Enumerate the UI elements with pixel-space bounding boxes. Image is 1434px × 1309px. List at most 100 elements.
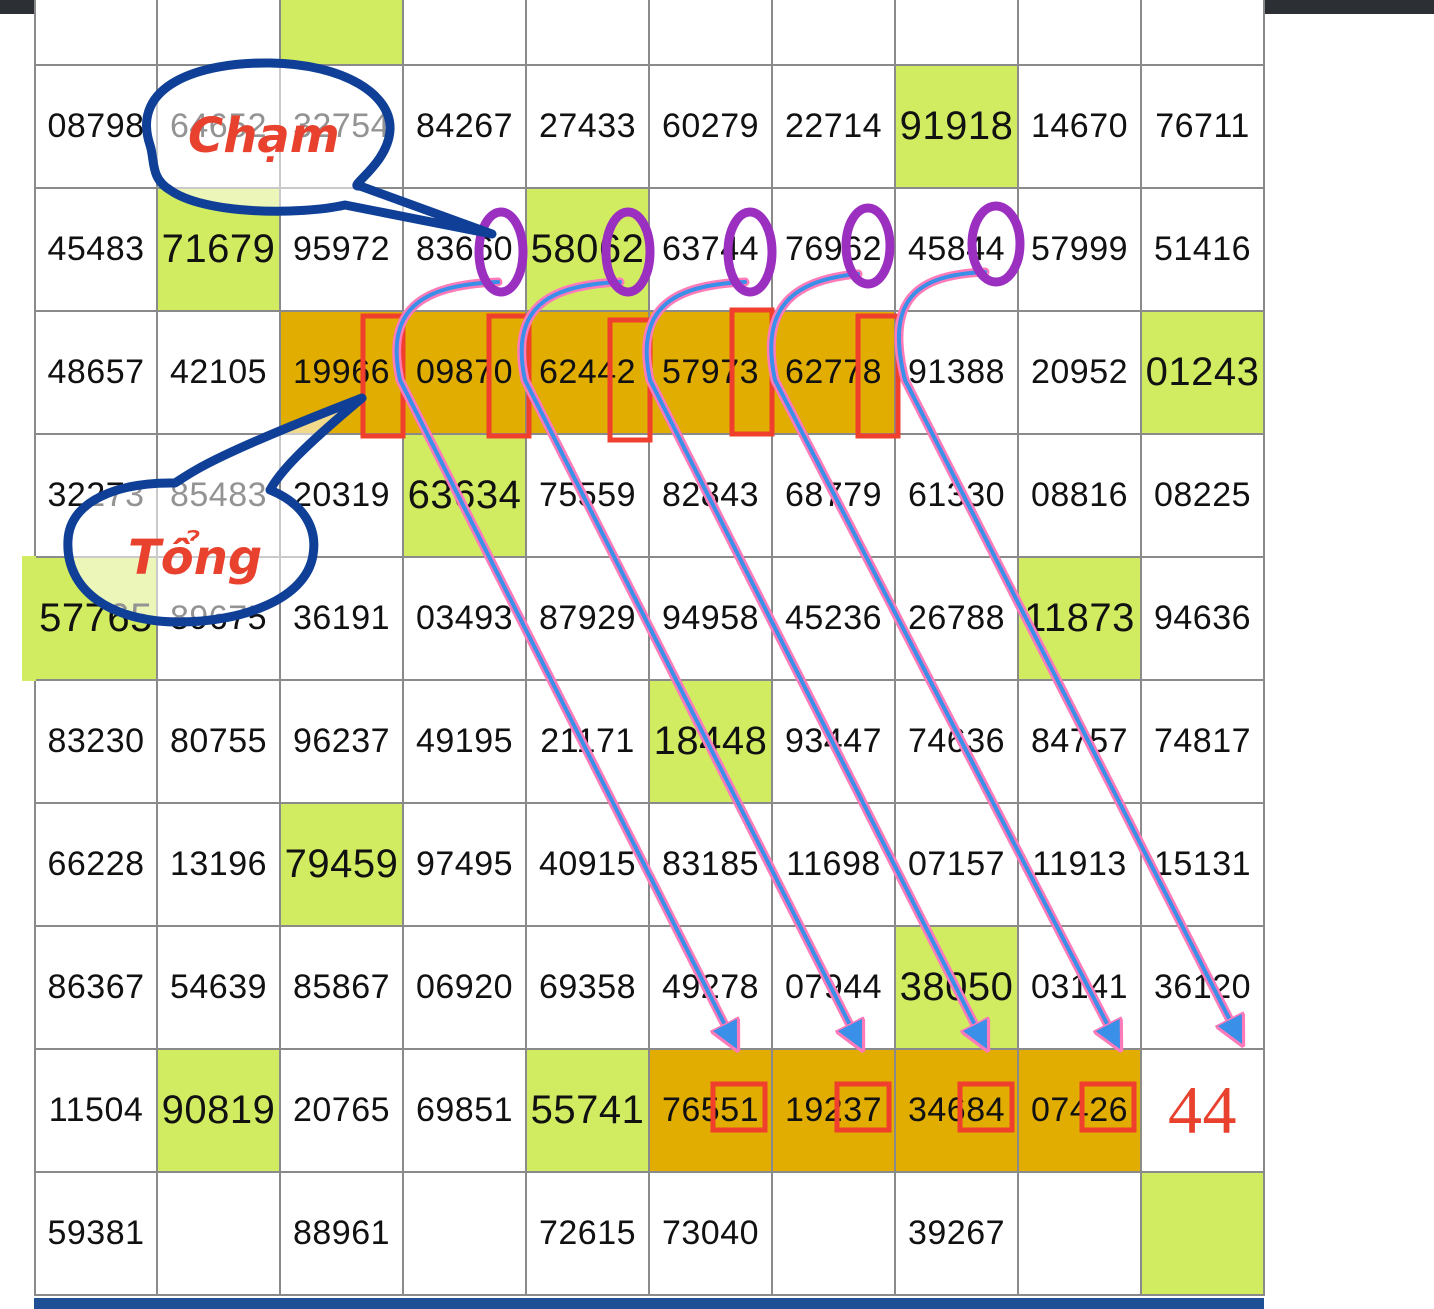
result-number: 19237 (784, 1091, 883, 1129)
result-number: 63744 (661, 230, 760, 268)
result-cell (648, 0, 773, 66)
result-cell: 11504 (34, 1048, 158, 1173)
result-number: 01243 (1145, 350, 1260, 394)
result-number: 09870 (415, 353, 514, 391)
result-cell: 03141 (1017, 925, 1142, 1050)
result-cell: 94636 (1140, 556, 1265, 681)
result-cell (771, 0, 896, 66)
result-cell: 83230 (34, 679, 158, 804)
result-number: 72615 (538, 1214, 637, 1252)
result-cell: 85867 (279, 925, 404, 1050)
result-cell (1017, 0, 1142, 66)
result-cell: 72615 (525, 1171, 650, 1296)
result-cell: 27433 (525, 64, 650, 189)
result-number: 11698 (786, 845, 881, 883)
result-cell: 54639 (156, 925, 281, 1050)
result-number: 32754 (292, 107, 391, 145)
result-cell: 91918 (894, 64, 1019, 189)
result-cell: 57765 (34, 556, 158, 681)
result-cell: 08816 (1017, 433, 1142, 558)
result-number: 69851 (415, 1091, 514, 1129)
result-number: 85483 (169, 476, 268, 514)
forecast-cell: 44 (1140, 1048, 1265, 1173)
result-number: 57999 (1030, 230, 1129, 268)
result-number: 61330 (907, 476, 1006, 514)
result-cell: 75559 (525, 433, 650, 558)
result-number: 86367 (47, 968, 145, 1006)
result-number: 57973 (661, 353, 760, 391)
result-number: 49195 (415, 722, 514, 760)
result-cell: 74636 (894, 679, 1019, 804)
result-cell: 83185 (648, 802, 773, 927)
result-cell: 64652 (156, 64, 281, 189)
result-number: 07157 (907, 845, 1006, 883)
result-number: 93447 (784, 722, 883, 760)
result-cell: 61330 (894, 433, 1019, 558)
result-cell: 85483 (156, 433, 281, 558)
result-cell: 40915 (525, 802, 650, 927)
result-cell (156, 0, 281, 66)
result-number: 34684 (907, 1091, 1006, 1129)
result-cell: 59381 (34, 1171, 158, 1296)
result-cell (525, 0, 650, 66)
result-number: 11504 (48, 1091, 144, 1129)
result-cell (156, 1171, 281, 1296)
result-cell: 32754 (279, 64, 404, 189)
result-number: 07944 (784, 968, 883, 1006)
result-number: 55741 (530, 1088, 645, 1132)
result-number: 83660 (415, 230, 514, 268)
result-number: 26788 (907, 599, 1006, 637)
result-cell: 57999 (1017, 187, 1142, 312)
result-number: 87929 (538, 599, 637, 637)
result-cell: 20319 (279, 433, 404, 558)
result-number: 74636 (907, 722, 1006, 760)
result-number: 83230 (47, 722, 145, 760)
result-cell: 62442 (525, 310, 650, 435)
result-number: 15131 (1153, 845, 1252, 883)
result-number: 91388 (907, 353, 1006, 391)
result-number: 39267 (907, 1214, 1006, 1252)
result-number: 83185 (661, 845, 760, 883)
result-cell: 32273 (34, 433, 158, 558)
result-cell: 11913 (1017, 802, 1142, 927)
result-cell: 48657 (34, 310, 158, 435)
result-number: 84757 (1030, 722, 1129, 760)
result-number: 96237 (292, 722, 391, 760)
result-cell (1140, 0, 1265, 66)
result-cell: 20765 (279, 1048, 404, 1173)
result-cell (1140, 1171, 1265, 1296)
result-cell: 84267 (402, 64, 527, 189)
result-cell: 49278 (648, 925, 773, 1050)
result-number: 94636 (1153, 599, 1252, 637)
result-number: 57765 (39, 596, 153, 640)
result-cell: 76711 (1140, 64, 1265, 189)
result-cell: 86367 (34, 925, 158, 1050)
result-cell: 45236 (771, 556, 896, 681)
result-number: 06920 (415, 968, 514, 1006)
result-cell: 76551 (648, 1048, 773, 1173)
result-number: 20765 (292, 1091, 391, 1129)
result-cell: 76962 (771, 187, 896, 312)
result-cell: 79459 (279, 802, 404, 927)
result-number: 76711 (1155, 107, 1250, 145)
result-number: 95972 (292, 230, 391, 268)
result-number: 54639 (169, 968, 268, 1006)
result-number: 74817 (1153, 722, 1252, 760)
result-number: 27433 (538, 107, 637, 145)
result-number: 45483 (47, 230, 145, 268)
result-number: 79459 (284, 842, 399, 886)
result-number: 40915 (538, 845, 637, 883)
result-cell: 19237 (771, 1048, 896, 1173)
result-cell: 11698 (771, 802, 896, 927)
result-cell: 94958 (648, 556, 773, 681)
result-cell: 51416 (1140, 187, 1265, 312)
result-number: 60279 (661, 107, 760, 145)
result-number: 59381 (47, 1214, 145, 1252)
result-number: 75559 (538, 476, 637, 514)
result-cell: 97495 (402, 802, 527, 927)
result-cell: 01243 (1140, 310, 1265, 435)
result-cell: 95972 (279, 187, 404, 312)
result-cell: 74817 (1140, 679, 1265, 804)
result-cell (402, 1171, 527, 1296)
